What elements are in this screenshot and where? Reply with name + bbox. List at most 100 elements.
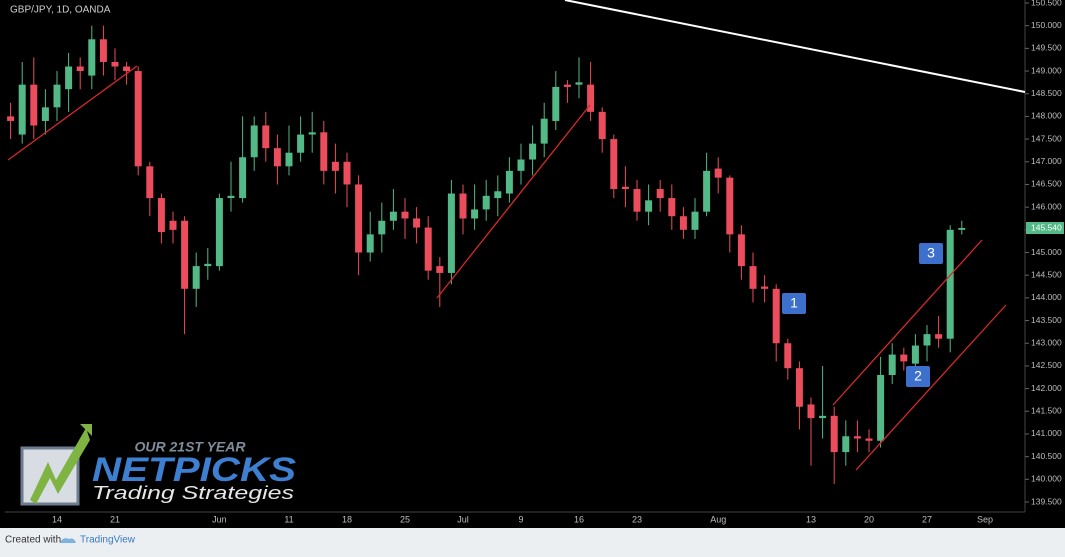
- logo-arrow-head: [80, 424, 92, 436]
- candle-body: [331, 161, 339, 171]
- candle-body: [668, 198, 676, 217]
- x-tick-label: Jul: [457, 514, 469, 524]
- candle-body: [436, 266, 444, 273]
- y-tick-label: 146.000: [1031, 201, 1062, 211]
- candle-body: [76, 66, 84, 72]
- candle-body: [703, 170, 711, 212]
- watermark-brand: NETPICKS: [92, 451, 296, 489]
- candle-body: [320, 132, 328, 171]
- candle-body: [401, 211, 409, 219]
- footer-icon: [60, 538, 76, 543]
- candle-body: [262, 125, 270, 149]
- candle-body: [424, 227, 432, 271]
- candle-body: [679, 216, 687, 230]
- x-tick-label: 11: [284, 514, 293, 524]
- candle-body: [308, 132, 316, 135]
- y-tick-label: 140.000: [1031, 474, 1062, 484]
- x-tick-label: 9: [518, 514, 523, 524]
- y-tick-label: 140.500: [1031, 451, 1062, 461]
- y-tick-label: 144.000: [1031, 292, 1062, 302]
- candle-body: [529, 143, 537, 160]
- x-tick-label: 18: [342, 514, 352, 524]
- y-tick-label: 142.000: [1031, 383, 1062, 393]
- y-tick-label: 144.500: [1031, 269, 1062, 279]
- y-tick-label: 141.000: [1031, 428, 1062, 438]
- candle-body: [958, 228, 966, 230]
- annotation-box: [782, 293, 806, 314]
- candle-body: [621, 186, 629, 189]
- y-tick-label: 148.000: [1031, 111, 1062, 121]
- candle-body: [482, 195, 490, 210]
- candle-body: [772, 288, 780, 344]
- watermark-badge: OUR 21ST YEAR: [135, 439, 247, 455]
- footer-tool[interactable]: TradingView: [80, 535, 136, 546]
- candle-body: [610, 139, 618, 189]
- candle-body: [41, 107, 49, 121]
- candle-body: [853, 436, 861, 439]
- candle-body: [53, 84, 61, 108]
- candle-body: [413, 218, 421, 228]
- candle-body: [563, 84, 571, 87]
- candle-body: [911, 345, 919, 364]
- x-tick-label: 13: [806, 514, 816, 524]
- footer-created: Created with: [5, 535, 61, 546]
- candle-body: [343, 161, 351, 185]
- candle-body: [923, 334, 931, 346]
- annotation: 3: [927, 245, 935, 261]
- y-tick-label: 146.500: [1031, 179, 1062, 189]
- x-tick-label: 16: [574, 514, 584, 524]
- y-tick-label: 150.500: [1031, 0, 1062, 7]
- y-tick-label: 147.000: [1031, 156, 1062, 166]
- candle-body: [285, 152, 293, 167]
- candle-body: [227, 195, 235, 199]
- candle-body: [297, 134, 305, 153]
- x-tick-label: Aug: [710, 514, 726, 524]
- annotation-box: [919, 243, 943, 264]
- y-tick-label: 143.500: [1031, 315, 1062, 325]
- trend-line: [564, 0, 1026, 93]
- y-tick-label: 145.000: [1031, 247, 1062, 257]
- candle-body: [389, 211, 397, 221]
- candle-body: [877, 374, 885, 441]
- x-tick-label: 14: [52, 514, 62, 524]
- candle-body: [99, 39, 107, 62]
- candle-body: [645, 200, 653, 212]
- x-tick-label: 20: [864, 514, 874, 524]
- candle-body: [935, 334, 943, 339]
- candle-body: [273, 148, 281, 167]
- candle-body: [888, 354, 896, 375]
- candle-body: [494, 191, 502, 199]
- last-price-label: 145.540: [1031, 222, 1062, 232]
- chart-title: GBP/JPY, 1D, OANDA: [10, 5, 111, 16]
- x-tick-label: 27: [922, 514, 932, 524]
- y-tick-label: 143.000: [1031, 337, 1062, 347]
- x-tick-label: 25: [400, 514, 410, 524]
- x-tick-label: Jun: [212, 514, 227, 524]
- candle-body: [7, 116, 15, 121]
- y-tick-label: 139.500: [1031, 496, 1062, 506]
- candle-body: [215, 198, 223, 267]
- annotation: 1: [790, 295, 798, 311]
- candle-body: [865, 438, 873, 441]
- candle-body: [552, 86, 560, 121]
- candle-body: [447, 193, 455, 273]
- candle-body: [819, 415, 827, 419]
- candle-body: [88, 39, 96, 76]
- candle-body: [239, 157, 247, 199]
- x-tick-label: Sep: [977, 514, 993, 524]
- y-tick-label: 148.500: [1031, 88, 1062, 98]
- x-tick-label: 23: [632, 514, 642, 524]
- candle-body: [587, 84, 595, 112]
- candle-body: [761, 286, 769, 289]
- watermark-logo: OUR 21ST YEAR NETPICKS Trading Strategie…: [20, 424, 296, 506]
- candle-body: [123, 66, 131, 72]
- y-tick-label: 149.500: [1031, 43, 1062, 53]
- trend-line: [7, 65, 138, 161]
- candle-body: [65, 66, 73, 90]
- channel-line: [832, 239, 983, 406]
- candle-body: [900, 354, 908, 362]
- y-tick-label: 150.000: [1031, 20, 1062, 30]
- candle-body: [505, 170, 513, 194]
